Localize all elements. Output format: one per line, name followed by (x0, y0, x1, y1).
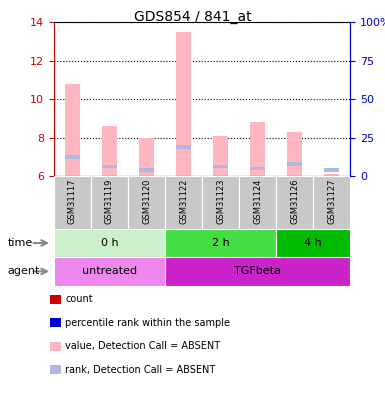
Text: GSM31124: GSM31124 (253, 179, 262, 224)
Bar (165, 257, 350, 286)
Bar (202, 176, 239, 229)
Text: 4 h: 4 h (305, 238, 322, 248)
Bar (139, 138, 154, 176)
Text: agent: agent (8, 266, 40, 276)
Bar (65, 155, 80, 159)
Bar (165, 229, 276, 257)
Text: TGFbeta: TGFbeta (234, 266, 281, 276)
Bar (102, 165, 117, 168)
Text: GSM31120: GSM31120 (142, 179, 151, 224)
Text: GSM31123: GSM31123 (216, 179, 225, 224)
Text: GSM31127: GSM31127 (327, 179, 336, 224)
Bar (139, 168, 154, 173)
Text: GDS854 / 841_at: GDS854 / 841_at (134, 10, 251, 24)
Text: untreated: untreated (82, 266, 137, 276)
Text: 0 h: 0 h (100, 238, 118, 248)
Bar (128, 176, 165, 229)
Bar (54, 176, 91, 229)
Bar (325, 174, 339, 176)
Text: rank, Detection Call = ABSENT: rank, Detection Call = ABSENT (65, 365, 216, 375)
Bar (239, 176, 276, 229)
Text: value, Detection Call = ABSENT: value, Detection Call = ABSENT (65, 341, 221, 351)
Text: 2 h: 2 h (212, 238, 229, 248)
Text: time: time (8, 238, 33, 248)
Text: GSM31122: GSM31122 (179, 179, 188, 224)
Bar (250, 122, 265, 176)
Bar (313, 176, 350, 229)
Text: percentile rank within the sample: percentile rank within the sample (65, 318, 231, 328)
Text: GSM31126: GSM31126 (290, 179, 299, 224)
Bar (213, 165, 228, 168)
Bar (176, 32, 191, 176)
Bar (176, 145, 191, 149)
Bar (65, 84, 80, 176)
Bar (213, 136, 228, 176)
Bar (287, 162, 302, 166)
Text: GSM31117: GSM31117 (68, 179, 77, 224)
Bar (276, 176, 313, 229)
Text: count: count (65, 294, 93, 304)
Bar (250, 166, 265, 171)
Bar (54, 229, 165, 257)
Bar (102, 126, 117, 176)
Bar (165, 176, 202, 229)
Bar (325, 168, 339, 173)
Bar (54, 257, 165, 286)
Bar (276, 229, 350, 257)
Text: GSM31119: GSM31119 (105, 179, 114, 224)
Bar (287, 132, 302, 176)
Bar (91, 176, 128, 229)
